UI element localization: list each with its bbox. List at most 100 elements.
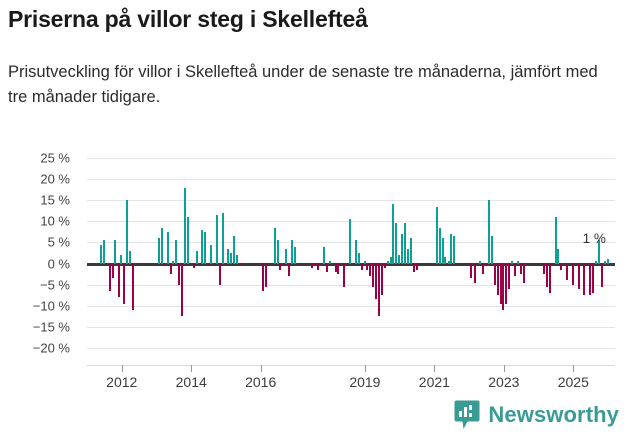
bar [120,255,123,264]
bar [262,263,265,291]
bar [597,240,600,264]
x-axis-label: 2023 [488,374,520,390]
bar [499,263,502,304]
bar [178,263,181,285]
bar [273,227,276,264]
bar [366,263,369,270]
bar [398,255,401,264]
bar [444,257,447,264]
bar [239,263,242,266]
bar [181,263,184,317]
x-axis-tick [191,365,193,372]
x-axis-label: 2021 [418,374,450,390]
bar [470,263,473,279]
bar [412,263,415,272]
bar [571,263,574,285]
x-axis-tick [573,365,575,372]
bar [204,231,207,264]
bar [160,227,163,264]
x-axis-label: 2012 [106,374,138,390]
bar [372,263,375,287]
bar [600,263,603,287]
bar [282,263,285,266]
chart-subtitle: Prisutveckling för villor i Skellefteå u… [8,63,598,106]
bar [560,263,563,270]
bar [554,217,557,264]
bar [230,253,233,264]
y-axis-label: −20 % [32,340,70,356]
bar [473,263,476,283]
bar-series [87,150,615,365]
zero-axis-line [87,262,615,266]
y-axis-label: −10 % [32,298,70,314]
bar [545,263,548,287]
bar [415,263,418,270]
bar [522,263,525,283]
bar [447,261,450,264]
bar [172,261,175,264]
plot-area: 25 % 20 % 15 % 10 % 5 % 0 % −5 % −10 % −15 % −20 … [0,150,631,365]
y-axis-label: −15 % [32,319,70,335]
bar [236,255,239,264]
x-axis-tick [260,365,262,372]
bar [328,261,331,264]
y-axis-label: −5 % [40,277,70,293]
bar [438,227,441,264]
x-axis-line [87,365,615,366]
bar [595,261,598,264]
bar [100,244,103,264]
bar [291,240,294,264]
bar [378,263,381,317]
bar [157,238,160,264]
bar [218,263,221,285]
bar [314,263,317,266]
bar [348,219,351,264]
bar [392,204,395,264]
bar [406,248,409,264]
y-axis-labels: 25 % 20 % 15 % 10 % 5 % 0 % −5 % −10 % −15 % −20 … [8,150,70,365]
y-axis-label: 25 % [40,150,70,166]
bar [337,263,340,275]
bar [363,261,366,264]
bar [163,263,166,266]
bar [207,263,210,266]
bar [166,231,169,264]
gridline [87,179,615,181]
bar [175,240,178,264]
bar [183,187,186,264]
bar [233,236,236,264]
bar [493,263,496,285]
bar [577,263,580,289]
y-axis-label: 0 % [47,256,70,272]
bar [108,263,111,291]
bar [354,240,357,264]
bar [117,263,120,298]
bar [485,263,488,266]
bar [209,244,212,264]
x-axis-tick [434,365,436,372]
bar [131,263,134,310]
bar [441,238,444,264]
bar [490,236,493,264]
bar [548,263,551,294]
value-annotation: 1 % [582,231,606,247]
bar [380,263,383,296]
bar [606,259,609,264]
bar [453,236,456,264]
x-axis-tick [121,365,123,372]
newsworthy-logo[interactable]: Newsworthy [454,400,619,430]
gridline [87,326,615,328]
bar [450,234,453,264]
bar [187,217,190,264]
bar [102,240,105,264]
bar-chart-bubble-icon [454,400,480,430]
bar [123,263,126,304]
bar [265,263,268,287]
bar [389,257,392,264]
bar [479,261,482,264]
gridline [87,348,615,349]
bar [508,263,511,289]
bar [169,263,172,275]
x-axis-label: 2014 [175,374,207,390]
